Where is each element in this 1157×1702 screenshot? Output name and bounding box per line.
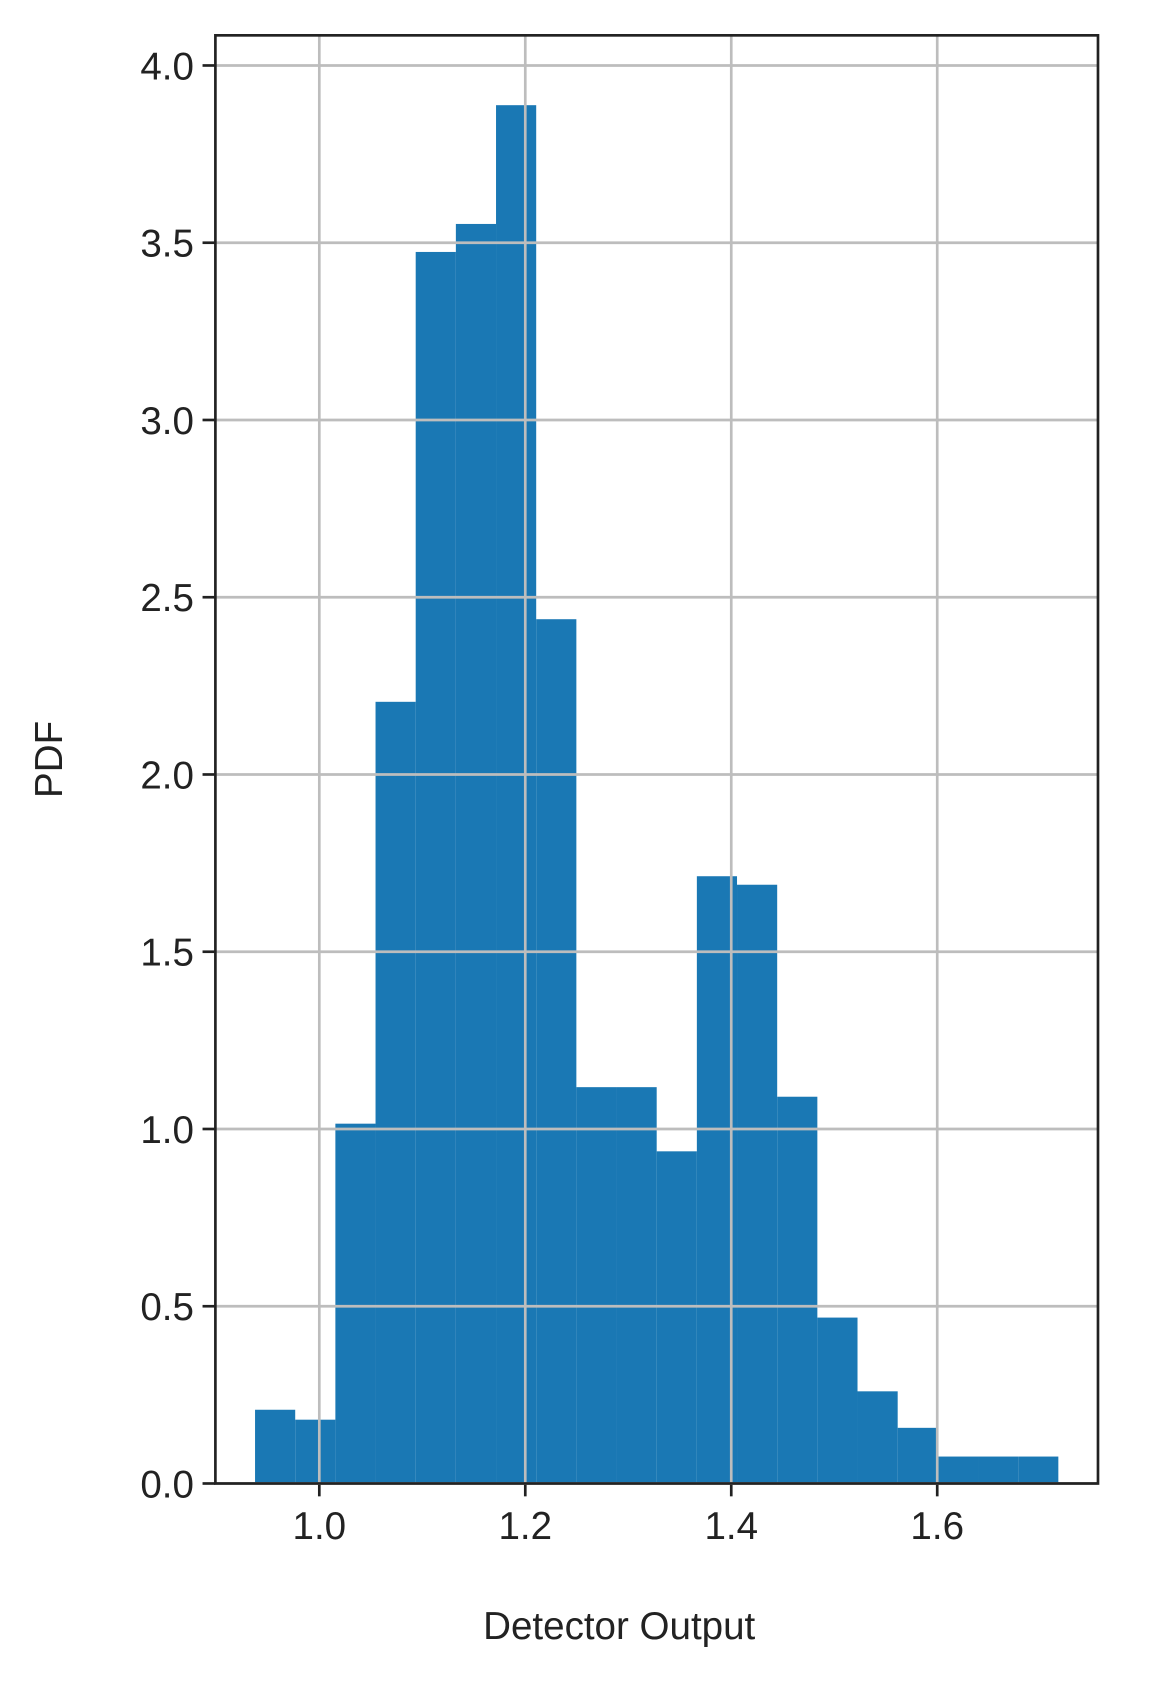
x-tick-label: 1.2 — [498, 1505, 552, 1548]
y-tick-label: 2.0 — [140, 754, 194, 797]
x-tick-label: 1.0 — [293, 1505, 347, 1548]
bar — [1018, 1456, 1059, 1484]
x-tick-label: 1.4 — [704, 1505, 758, 1548]
x-tick-label: 1.6 — [910, 1505, 964, 1548]
y-tick-label: 4.0 — [140, 45, 194, 88]
y-tick-label: 0.5 — [140, 1286, 194, 1329]
y-tick-label: 0.0 — [140, 1463, 194, 1506]
bar — [455, 223, 497, 1484]
bar — [295, 1419, 336, 1484]
bar — [375, 701, 416, 1484]
bar — [415, 251, 456, 1484]
bar — [616, 1087, 657, 1484]
y-axis-label: PDF — [28, 721, 71, 798]
x-axis-label: Detector Output — [483, 1605, 755, 1648]
y-tick-label: 1.0 — [140, 1109, 194, 1152]
bar — [737, 884, 778, 1484]
bar — [536, 619, 577, 1484]
bar — [576, 1087, 617, 1484]
bar — [496, 105, 537, 1484]
bar — [897, 1427, 938, 1484]
y-tick-label: 1.5 — [140, 932, 194, 975]
bar — [335, 1123, 376, 1484]
y-tick-label: 2.5 — [140, 577, 194, 620]
bar — [255, 1409, 296, 1484]
plot-frame — [214, 34, 1100, 1485]
y-tick-label: 3.5 — [140, 223, 194, 266]
bar — [777, 1096, 818, 1484]
bar — [978, 1456, 1019, 1484]
bar — [857, 1391, 898, 1484]
bar — [656, 1151, 697, 1484]
bar — [817, 1317, 858, 1484]
bar — [937, 1456, 979, 1484]
y-tick-label: 3.0 — [140, 400, 194, 443]
